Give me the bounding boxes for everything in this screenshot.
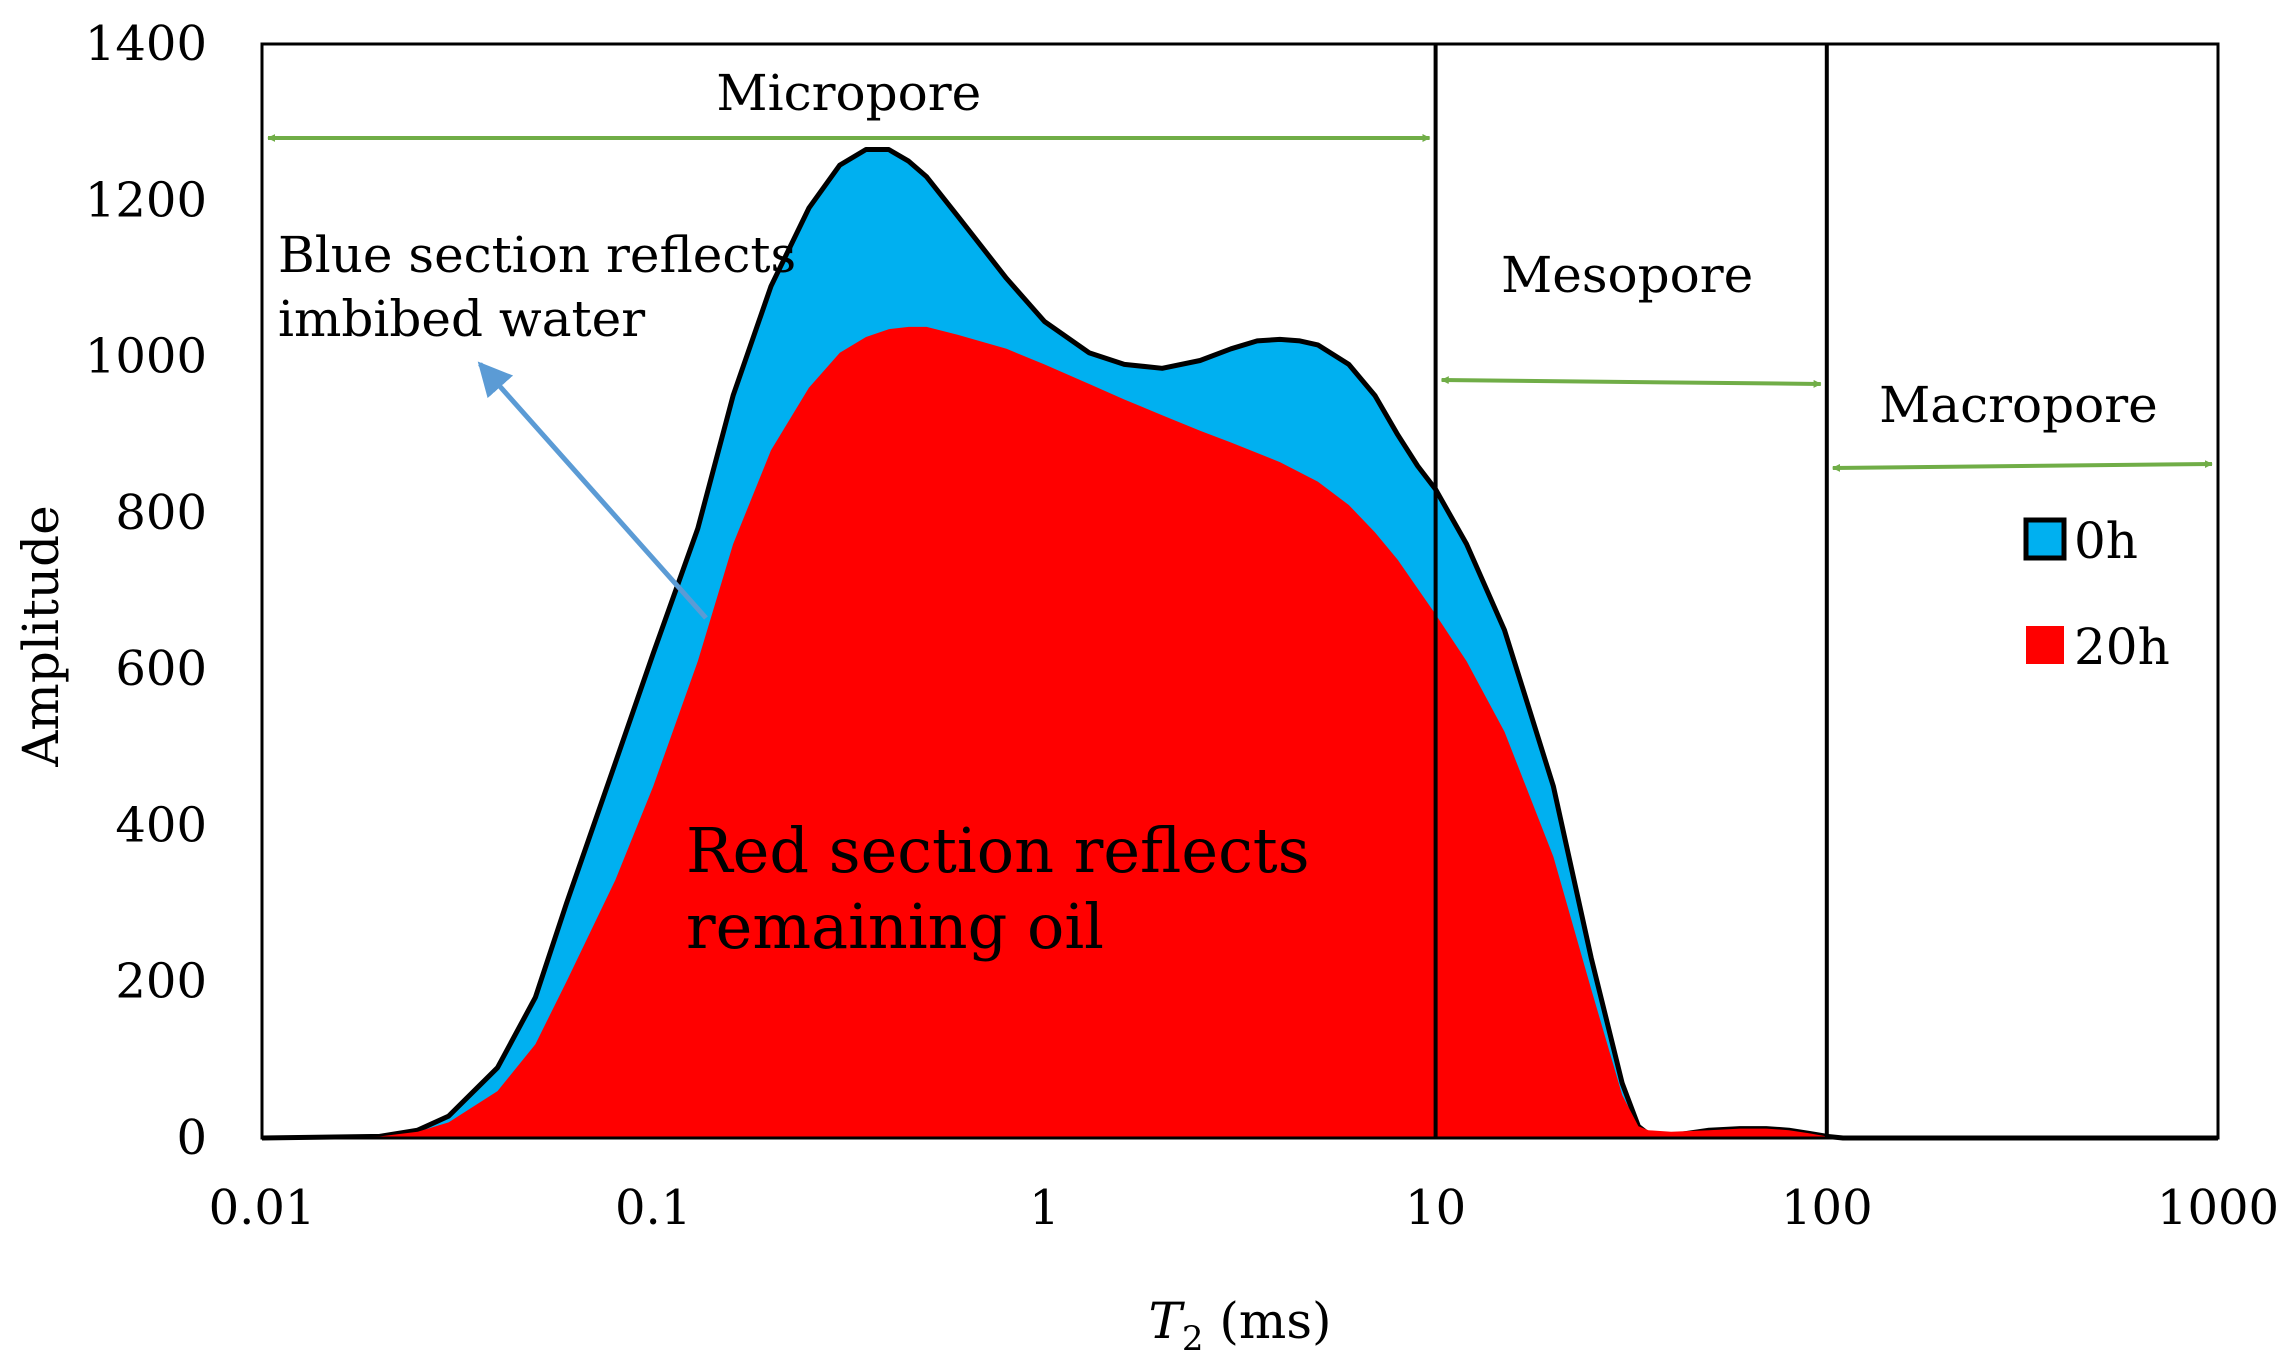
legend-swatch-0h bbox=[2023, 517, 2067, 561]
area-series-group bbox=[261, 147, 2218, 1141]
x-tick-labels: 0.01 0.1 1 10 100 1000 bbox=[209, 1180, 2280, 1236]
region-arrow-macropore bbox=[1832, 460, 2213, 472]
legend: 0h 20h bbox=[2023, 512, 2170, 676]
region-label-mesopore: Mesopore bbox=[1501, 246, 1753, 304]
x-tick-label: 0.1 bbox=[615, 1180, 691, 1236]
legend-swatch-20h bbox=[2026, 626, 2064, 664]
blue-annotation-line-1: Blue section reflects bbox=[278, 226, 796, 284]
area-20h-series bbox=[262, 326, 2218, 1138]
blue-annotation-line-2: imbibed water bbox=[278, 290, 645, 348]
legend-label-20h: 20h bbox=[2074, 618, 2170, 676]
legend-label-0h: 0h bbox=[2074, 512, 2138, 570]
x-tick-label: 1000 bbox=[2157, 1180, 2279, 1236]
red-annotation-line-2: remaining oil bbox=[686, 890, 1104, 963]
x-tick-label: 10 bbox=[1405, 1180, 1466, 1236]
region-dividers bbox=[1433, 44, 1829, 1138]
plot-frame bbox=[260, 42, 2220, 1140]
y-tick-label: 200 bbox=[115, 954, 207, 1010]
y-tick-label: 800 bbox=[115, 485, 207, 541]
region-label-macropore: Macropore bbox=[1879, 376, 2158, 434]
y-tick-labels: 0 200 400 600 800 1000 1200 1400 bbox=[85, 16, 207, 1166]
y-tick-label: 600 bbox=[115, 641, 207, 697]
x-tick-label: 0.01 bbox=[209, 1180, 316, 1236]
y-tick-label: 1400 bbox=[85, 16, 207, 72]
y-tick-label: 0 bbox=[176, 1110, 207, 1166]
y-axis-title: Amplitude bbox=[12, 505, 70, 767]
y-tick-label: 1200 bbox=[85, 172, 207, 228]
blue-annotation-pointer bbox=[477, 361, 708, 620]
x-axis-title: T2 (ms) bbox=[1149, 1292, 1332, 1359]
y-tick-label: 1000 bbox=[85, 329, 207, 385]
x-tick-label: 100 bbox=[1781, 1180, 1873, 1236]
x-tick-label: 1 bbox=[1029, 1180, 1060, 1236]
region-arrow-mesopore bbox=[1440, 376, 1822, 388]
y-tick-label: 400 bbox=[115, 797, 207, 853]
red-annotation-line-1: Red section reflects bbox=[686, 814, 1310, 887]
pore-region-markers: Micropore Mesopore Macropore bbox=[267, 64, 2213, 472]
region-label-micropore: Micropore bbox=[716, 64, 981, 122]
